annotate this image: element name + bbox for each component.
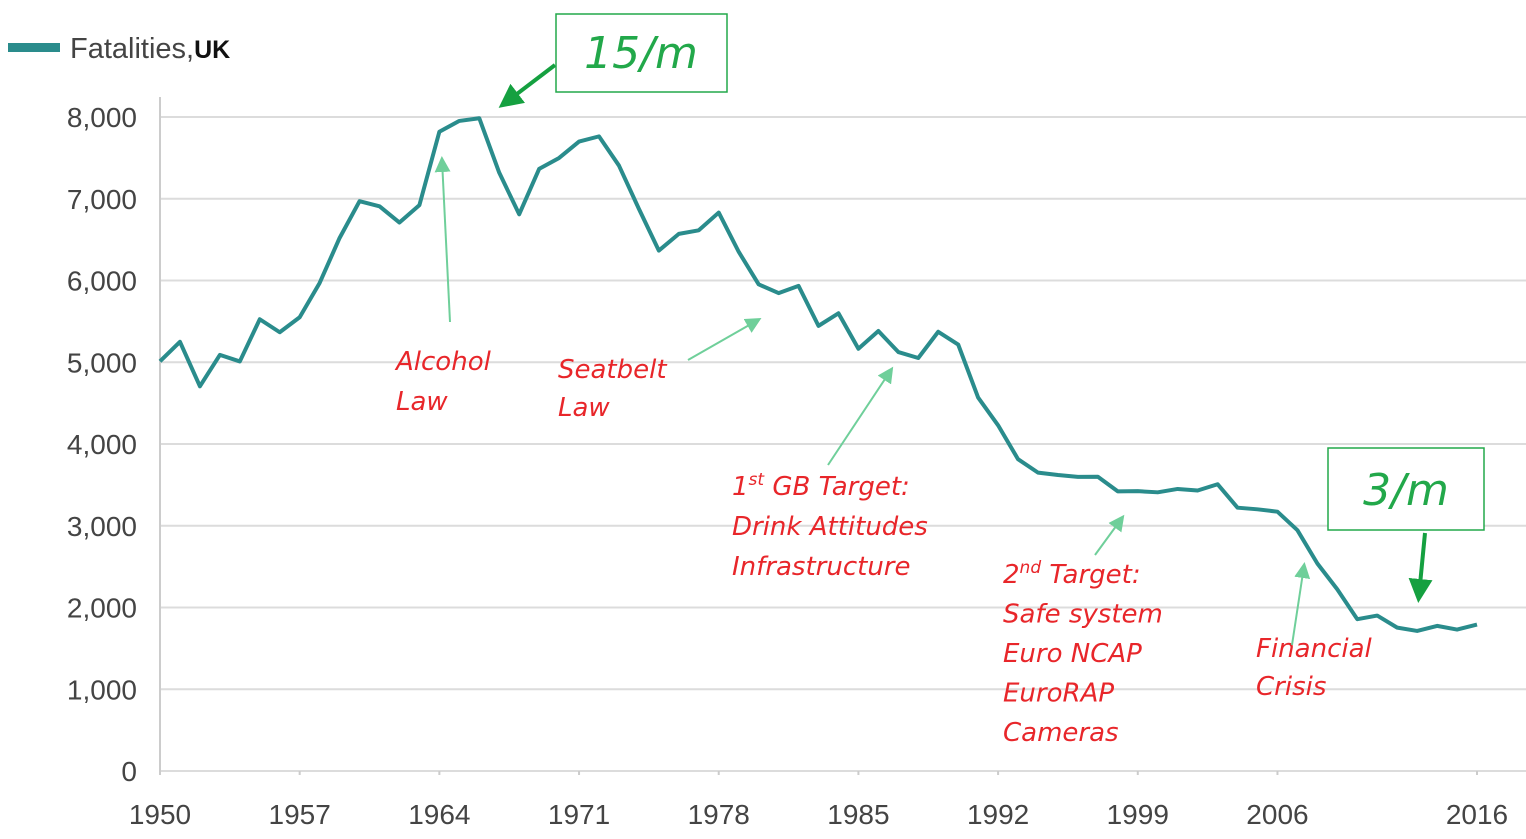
arrow [498, 63, 557, 108]
annotation: EuroRAP [1003, 679, 1114, 709]
annotation: Law [396, 387, 448, 417]
annotation-part: Target: [1041, 560, 1141, 590]
arrow [827, 366, 894, 466]
annotation: 1st GB Target: [732, 470, 910, 502]
annotation: Alcohol [394, 347, 492, 377]
y-tick-label: 2,000 [67, 593, 137, 624]
annotation: Crisis [1256, 672, 1326, 702]
legend-label: Fatalities,UK [70, 33, 230, 65]
y-tick-label: 1,000 [67, 674, 137, 705]
x-tick-label: 1992 [967, 799, 1029, 830]
y-tick-label: 5,000 [67, 347, 137, 378]
callout: 15/m [584, 28, 698, 79]
x-tick-label: 2006 [1246, 799, 1308, 830]
annotation: Cameras [1003, 718, 1119, 748]
arrow [1094, 514, 1125, 556]
annotation: Seatbelt [558, 355, 667, 385]
series-line [158, 116, 1478, 633]
annotation: 2nd Target: [1003, 558, 1141, 590]
callout-box [1327, 447, 1485, 531]
y-tick-label: 4,000 [67, 429, 137, 460]
x-tick-label: 2016 [1446, 799, 1508, 830]
arrow [687, 318, 762, 361]
callout: 3/m [1363, 465, 1449, 516]
legend-swatch [8, 43, 60, 52]
y-tick-label: 8,000 [67, 102, 137, 133]
annotation-part: 2 [1003, 560, 1020, 590]
y-tick-label: 0 [121, 756, 137, 787]
annotation: Financial [1256, 634, 1373, 664]
annotation-part: 1 [732, 472, 749, 502]
annotation: Euro NCAP [1003, 639, 1142, 669]
y-tick-label: 3,000 [67, 511, 137, 542]
annotation-part: GB Target: [764, 472, 910, 502]
x-tick-label: 1971 [548, 799, 610, 830]
legend-suffix: UK [194, 36, 230, 64]
x-tick-label: 1978 [688, 799, 750, 830]
callout-box [555, 13, 728, 93]
x-tick-label: 1999 [1107, 799, 1169, 830]
annotation-sup: nd [1020, 558, 1042, 578]
annotation-arrows [434, 156, 1311, 646]
arrow [1408, 532, 1433, 603]
arrow [434, 156, 451, 323]
y-tick-label: 6,000 [67, 266, 137, 297]
arrow [1291, 562, 1311, 646]
x-tick-label: 1985 [827, 799, 889, 830]
y-tick-label: 7,000 [67, 184, 137, 215]
x-tick-label: 1957 [269, 799, 331, 830]
annotation: Law [558, 393, 610, 423]
x-tick-label: 1964 [408, 799, 470, 830]
x-tick-label: 1950 [129, 799, 191, 830]
callout-arrows [498, 63, 1433, 603]
annotation: Infrastructure [732, 552, 910, 582]
annotation-sup: st [749, 470, 766, 490]
annotation: Safe system [1003, 600, 1163, 630]
annotation: Drink Attitudes [732, 512, 928, 542]
legend-name: Fatalities, [70, 33, 194, 65]
